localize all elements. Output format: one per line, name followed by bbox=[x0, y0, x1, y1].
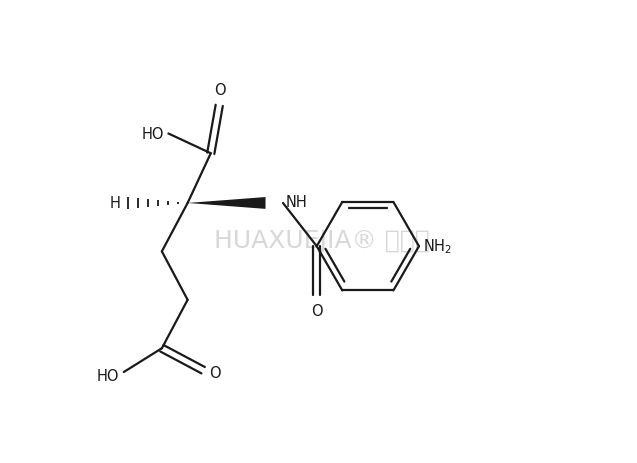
Text: O: O bbox=[214, 83, 225, 98]
Text: HUAXUEJIA® 化学加: HUAXUEJIA® 化学加 bbox=[214, 229, 429, 253]
Text: O: O bbox=[311, 303, 322, 318]
Text: HO: HO bbox=[141, 127, 164, 142]
Text: NH$_2$: NH$_2$ bbox=[424, 237, 452, 256]
Text: H: H bbox=[110, 195, 121, 210]
Polygon shape bbox=[188, 198, 266, 209]
Text: NH: NH bbox=[285, 195, 307, 210]
Text: HO: HO bbox=[97, 369, 120, 383]
Text: O: O bbox=[209, 365, 220, 380]
